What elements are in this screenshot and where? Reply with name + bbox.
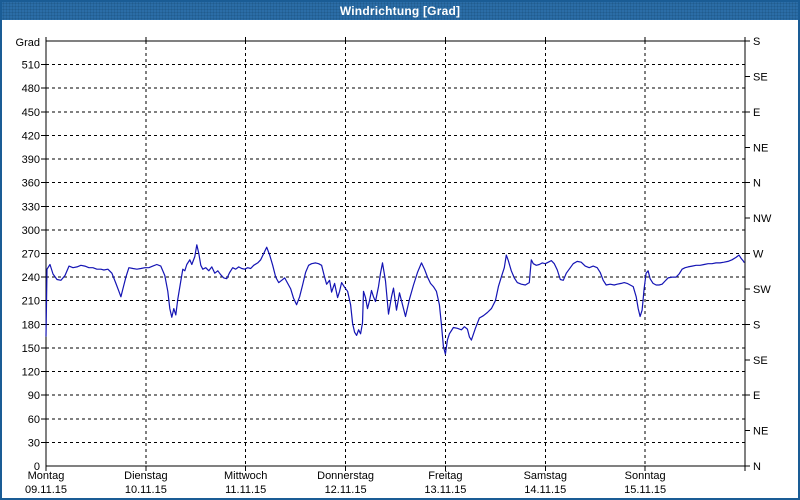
svg-text:10.11.15: 10.11.15 bbox=[125, 484, 167, 496]
svg-text:180: 180 bbox=[22, 319, 40, 331]
svg-text:480: 480 bbox=[22, 83, 40, 95]
svg-text:13.11.15: 13.11.15 bbox=[424, 484, 466, 496]
svg-text:60: 60 bbox=[28, 414, 40, 426]
svg-text:N: N bbox=[753, 461, 761, 473]
svg-text:Dienstag: Dienstag bbox=[124, 470, 167, 482]
svg-text:12.11.15: 12.11.15 bbox=[325, 484, 367, 496]
left-axis-labels: 0 30 60 90 120 150 180 210 240 270 300 330 360 390 420… bbox=[16, 37, 40, 473]
svg-text:11.11.15: 11.11.15 bbox=[225, 484, 266, 496]
svg-text:0: 0 bbox=[34, 461, 40, 473]
svg-text:120: 120 bbox=[22, 367, 40, 379]
svg-text:300: 300 bbox=[22, 225, 40, 237]
svg-text:420: 420 bbox=[22, 130, 40, 142]
svg-text:Montag: Montag bbox=[28, 470, 65, 482]
svg-text:30: 30 bbox=[28, 437, 40, 449]
svg-text:240: 240 bbox=[22, 272, 40, 284]
right-axis-labels: S SE E NE N NW W SW S SE E NE N bbox=[753, 36, 772, 473]
date-labels: 09.11.15 10.11.15 11.11.15 12.11.15 13.11.15… bbox=[25, 484, 666, 496]
h-gridlines bbox=[46, 64, 745, 443]
svg-text:Donnerstag: Donnerstag bbox=[317, 470, 374, 482]
svg-text:90: 90 bbox=[28, 390, 40, 402]
svg-text:210: 210 bbox=[22, 296, 40, 308]
svg-text:S: S bbox=[753, 36, 760, 48]
svg-text:E: E bbox=[753, 390, 760, 402]
svg-text:S: S bbox=[753, 319, 760, 331]
left-axis-ticks bbox=[41, 64, 46, 443]
svg-text:SW: SW bbox=[753, 284, 771, 296]
svg-text:SE: SE bbox=[753, 355, 768, 367]
svg-text:510: 510 bbox=[22, 60, 40, 72]
svg-text:15.11.15: 15.11.15 bbox=[624, 484, 666, 496]
title-bar: Windrichtung [Grad] bbox=[2, 2, 798, 20]
svg-text:390: 390 bbox=[22, 154, 40, 166]
svg-text:E: E bbox=[753, 107, 760, 119]
y-axis-title: Grad bbox=[16, 37, 40, 49]
svg-text:Sonntag: Sonntag bbox=[625, 470, 666, 482]
day-labels: Montag Dienstag Mittwoch Donnerstag Freitag S… bbox=[28, 470, 666, 482]
right-axis-ticks bbox=[745, 40, 750, 467]
svg-text:W: W bbox=[753, 249, 764, 261]
wind-direction-chart: 0 30 60 90 120 150 180 210 240 270 300 330 360 390 420… bbox=[16, 36, 772, 496]
svg-text:09.11.15: 09.11.15 bbox=[25, 484, 67, 496]
svg-text:450: 450 bbox=[22, 107, 40, 119]
svg-text:N: N bbox=[753, 178, 761, 190]
svg-text:360: 360 bbox=[22, 178, 40, 190]
v-gridlines bbox=[145, 41, 646, 466]
svg-text:NW: NW bbox=[753, 213, 772, 225]
wind-direction-line bbox=[45, 244, 745, 355]
svg-text:Samstag: Samstag bbox=[524, 470, 567, 482]
svg-text:NE: NE bbox=[753, 426, 768, 438]
svg-text:150: 150 bbox=[22, 343, 40, 355]
svg-text:SE: SE bbox=[753, 71, 768, 83]
svg-text:Freitag: Freitag bbox=[428, 470, 462, 482]
svg-text:Mittwoch: Mittwoch bbox=[224, 470, 267, 482]
svg-text:330: 330 bbox=[22, 201, 40, 213]
window-title: Windrichtung [Grad] bbox=[339, 4, 461, 18]
svg-text:NE: NE bbox=[753, 142, 768, 154]
svg-text:14.11.15: 14.11.15 bbox=[524, 484, 566, 496]
svg-text:270: 270 bbox=[22, 249, 40, 261]
x-axis-ticks bbox=[45, 37, 746, 471]
chart-area: 0 30 60 90 120 150 180 210 240 270 300 330 360 390 420… bbox=[2, 20, 798, 498]
